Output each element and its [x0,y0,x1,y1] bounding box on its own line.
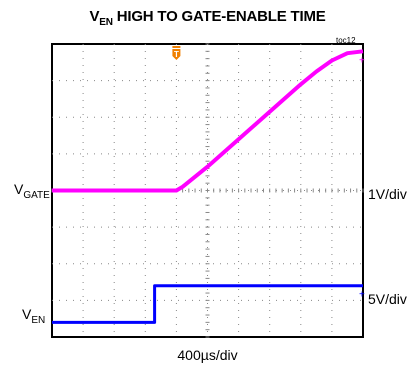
series-label-vgate: VGATE [14,181,50,201]
scale-label-ven: 5V/div [368,291,407,307]
toc-id: toc12 [336,36,356,45]
series-label-ven: VEN [22,306,46,326]
trace-vgate [52,49,364,193]
x-axis-label: 400µs/div [177,347,238,363]
traces: ++ [52,49,365,324]
level-marker-icon: + [359,290,365,301]
trigger-marker-icon: T [172,46,181,60]
svg-text:T: T [174,50,179,59]
chart-title: VEN HIGH TO GATE-ENABLE TIME [89,8,326,28]
trace-ven [52,284,363,324]
level-marker-icon: + [359,55,365,66]
scale-label-vgate: 1V/div [368,186,407,202]
